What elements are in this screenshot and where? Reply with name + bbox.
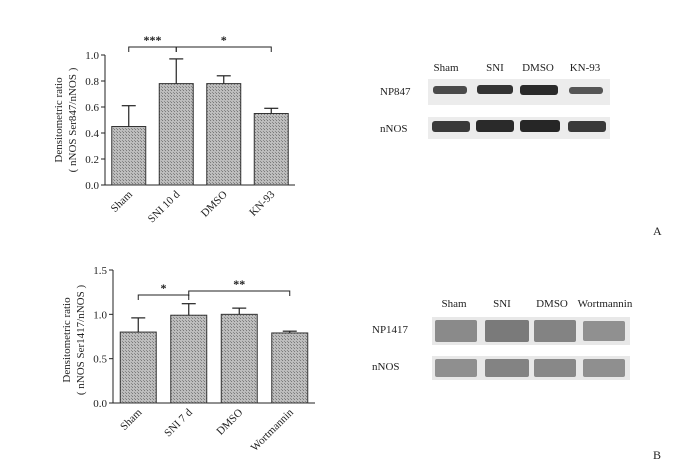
significance-bracket [137, 294, 190, 300]
band [583, 321, 625, 341]
band [520, 120, 560, 132]
significance-bracket [128, 46, 177, 52]
row-label: NP1417 [372, 324, 409, 336]
band [583, 359, 625, 377]
significance-label: * [161, 281, 167, 295]
x-tick-label: SNI 10 d [146, 188, 183, 225]
y-tick-label: 1.0 [85, 50, 99, 62]
chart-a: 0.0 0.2 0.4 0.6 0.8 1.0 Sham SNI 10 d DMSO KN-93 *… [53, 33, 295, 225]
y-axis-label-line2: ( nNOS Ser847/nNOS ) [67, 67, 79, 172]
x-tick-label: DMSO [199, 189, 230, 220]
significance-bracket [175, 46, 272, 52]
band [568, 121, 606, 132]
band [485, 359, 529, 377]
lane-label: Sham [441, 298, 467, 310]
bar [119, 331, 157, 404]
western-blot-b: Sham SNI DMSO Wortmannin NP1417 nNOS [372, 293, 647, 388]
lane-label: Wortmannin [578, 298, 633, 310]
band [477, 85, 513, 94]
significance-label: ** [233, 277, 245, 291]
y-tick-label: 0.0 [85, 180, 99, 192]
blot-b-svg: Sham SNI DMSO Wortmannin NP1417 nNOS [372, 298, 633, 380]
lane-label: SNI [486, 62, 504, 74]
x-tick-label: DMSO [214, 407, 245, 438]
x-tick-label: Wortmannin [249, 406, 297, 454]
bar [206, 83, 242, 186]
x-tick-label: SNI 7 d [162, 406, 195, 439]
y-tick-label: 0.8 [85, 76, 99, 88]
lane-label: Sham [433, 62, 459, 74]
y-tick-label: 0.5 [93, 354, 107, 366]
band [433, 86, 467, 94]
y-tick-label: 1.5 [93, 265, 107, 277]
panel-label-a: A [653, 224, 662, 238]
row-label: NP847 [380, 86, 411, 98]
bar [170, 314, 208, 404]
band [569, 87, 603, 94]
band [435, 320, 477, 342]
lane-label: SNI [493, 298, 511, 310]
band [485, 320, 529, 342]
blot-row-nnos [428, 117, 610, 139]
x-tick-label: Sham [118, 406, 145, 433]
significance-label: *** [144, 33, 162, 47]
band [432, 121, 470, 132]
western-blot-a: Sham SNI DMSO KN-93 NP847 nNOS [370, 55, 620, 145]
y-tick-label: 0.6 [85, 102, 99, 114]
band [476, 120, 514, 132]
bar [111, 126, 147, 186]
y-tick-label: 0.4 [85, 128, 99, 140]
y-tick-label: 0.2 [85, 154, 99, 166]
y-tick-label: 1.0 [93, 309, 107, 321]
y-axis-label-line2: ( nNOS Ser1417/nNOS ) [75, 285, 87, 396]
blot-a-svg: Sham SNI DMSO KN-93 NP847 nNOS [380, 62, 610, 139]
blot-row-np847 [428, 79, 610, 105]
bar [253, 113, 289, 186]
x-tick-label: KN-93 [247, 188, 277, 218]
lane-label: KN-93 [570, 62, 601, 74]
significance-bracket [188, 290, 291, 296]
row-label: nNOS [380, 123, 408, 135]
band [435, 359, 477, 377]
y-axis-label: Densitometric ratio [53, 77, 65, 163]
significance-label: * [221, 33, 227, 47]
band [520, 85, 558, 95]
row-label: nNOS [372, 361, 400, 373]
x-tick-label: Sham [109, 188, 136, 215]
y-tick-label: 0.0 [93, 398, 107, 410]
bar [271, 332, 309, 404]
band [534, 320, 576, 342]
y-axis-label: Densitometric ratio [61, 297, 73, 383]
lane-label: DMSO [536, 298, 568, 310]
panel-label-b: B [653, 448, 662, 462]
blot-row-np1417 [432, 317, 630, 345]
blot-row-nnos [432, 356, 630, 380]
bar [158, 83, 194, 186]
band [534, 359, 576, 377]
bar [220, 313, 258, 404]
lane-label: DMSO [522, 62, 554, 74]
